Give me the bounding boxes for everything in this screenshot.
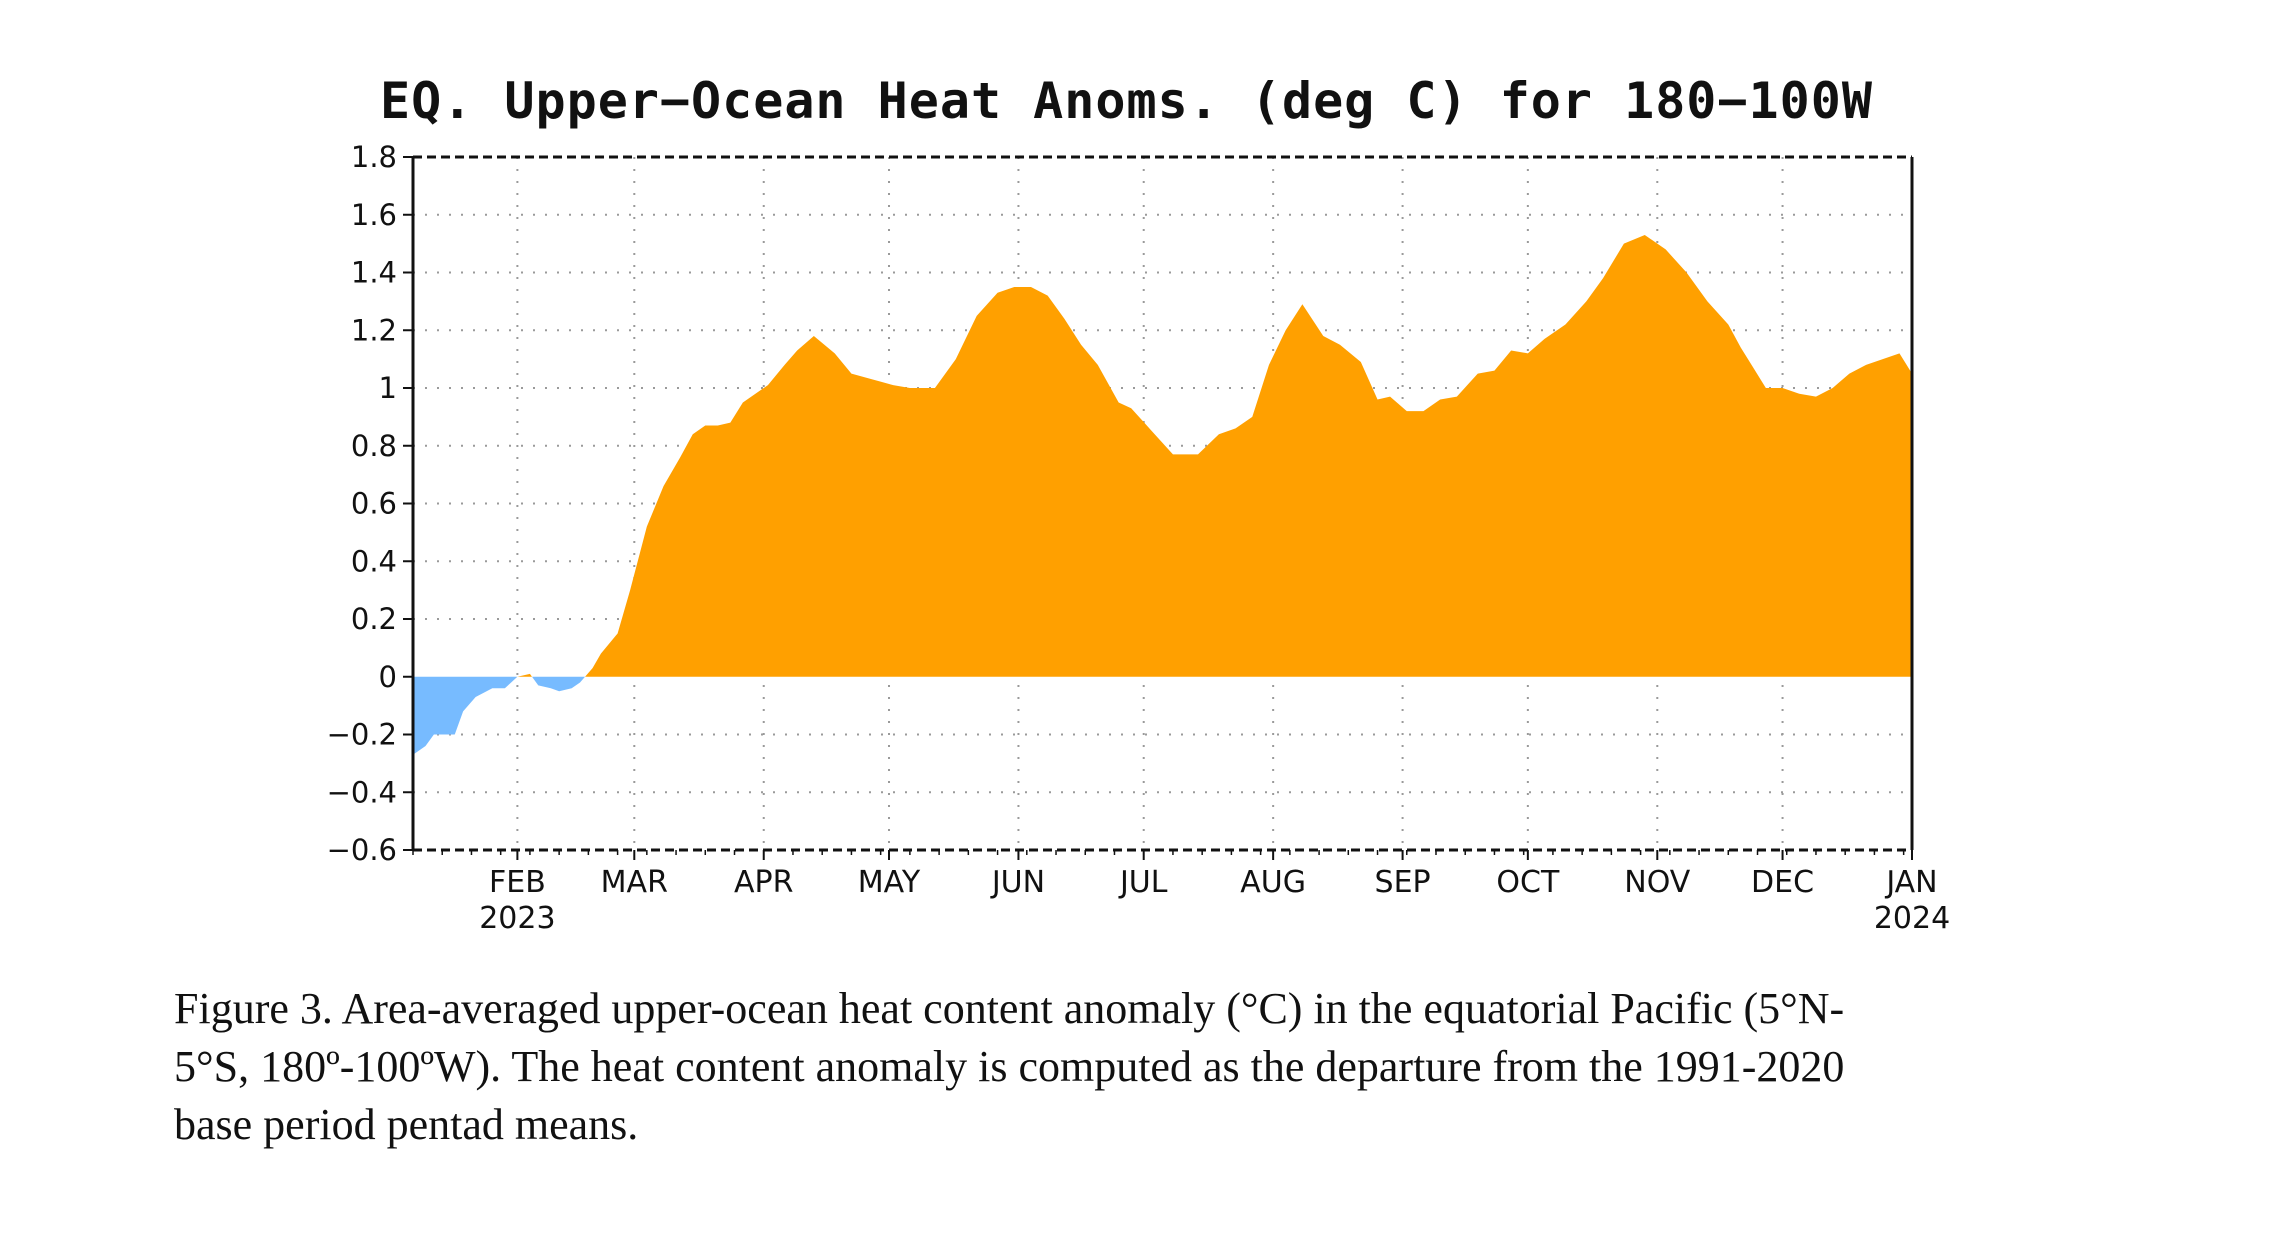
x-tick-label: APR <box>734 865 793 900</box>
x-tick-label: FEB <box>489 865 546 900</box>
y-tick-label: 1 <box>379 371 397 405</box>
y-tick-label: 1.4 <box>351 256 397 290</box>
positive-anomaly-area <box>413 234 1912 677</box>
x-tick-label: DEC <box>1751 865 1814 900</box>
x-tick-label: JUL <box>1118 865 1168 900</box>
caption-line-3: base period pentad means. <box>174 1100 639 1149</box>
anomaly-area <box>413 234 1912 755</box>
y-tick-label: 0.8 <box>351 429 397 463</box>
caption-line-2: 5°S, 180º-100ºW). The heat content anoma… <box>174 1042 1845 1091</box>
negative-anomaly-area <box>413 676 1912 755</box>
heat-anomaly-chart: 1.8 1.6 1.4 1.2 1 0.8 0.6 0.4 0.2 0 −0.2 −0.4 −0.6 F… <box>327 140 1951 936</box>
caption-line-1: Figure 3. Area-averaged upper-ocean heat… <box>174 984 1845 1033</box>
y-tick-label: 1.2 <box>351 313 397 347</box>
x-tick-label: OCT <box>1496 865 1560 900</box>
y-tick-label: 0.4 <box>351 544 397 578</box>
y-tick-label: 0.6 <box>351 487 397 521</box>
y-tick-label: −0.6 <box>327 833 397 867</box>
x-tick-label: MAR <box>601 865 668 900</box>
x-tick-label: NOV <box>1624 865 1691 900</box>
y-tick-label: 1.6 <box>351 198 397 232</box>
chart-title: EQ. Upper−Ocean Heat Anoms. (deg C) for … <box>380 72 1873 130</box>
y-tick-label: 0 <box>379 660 397 694</box>
x-tick-label: JUN <box>990 865 1045 900</box>
x-tick-year: 2023 <box>479 901 555 936</box>
x-tick-label: JAN <box>1884 865 1937 900</box>
x-tick-year: 2024 <box>1874 901 1950 936</box>
y-axis-ticks: 1.8 1.6 1.4 1.2 1 0.8 0.6 0.4 0.2 0 −0.2 −0.4 −0.6 <box>327 140 413 867</box>
y-tick-label: −0.2 <box>327 718 397 752</box>
x-tick-label: SEP <box>1375 865 1431 900</box>
y-tick-label: −0.4 <box>327 775 397 809</box>
y-tick-label: 1.8 <box>351 140 397 174</box>
x-tick-label: AUG <box>1240 865 1306 900</box>
y-tick-label: 0.2 <box>351 602 397 636</box>
figure-caption: Figure 3. Area-averaged upper-ocean heat… <box>174 980 2124 1154</box>
x-tick-label: MAY <box>858 865 921 900</box>
